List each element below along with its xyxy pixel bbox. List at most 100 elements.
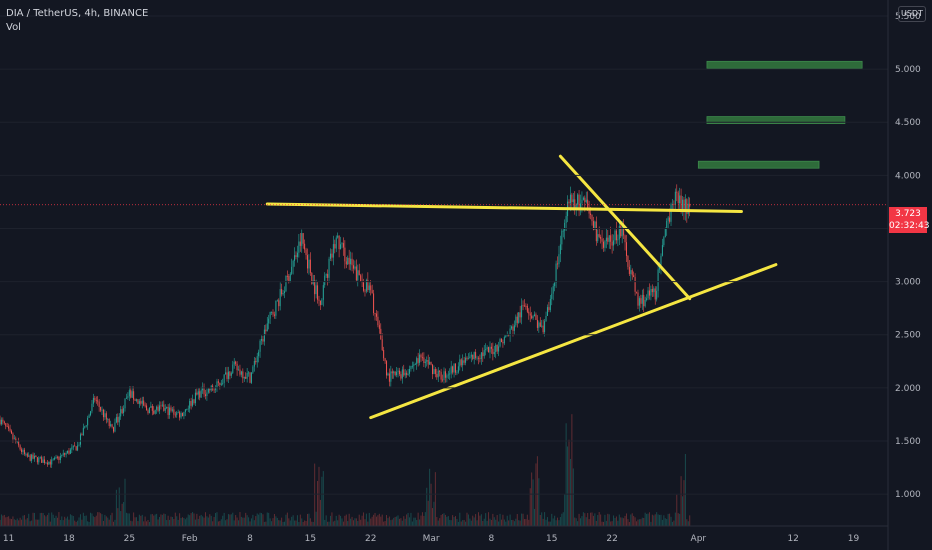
- volume-bar: [456, 518, 458, 526]
- candle-body: [417, 358, 419, 363]
- volume-bar: [358, 514, 360, 526]
- volume-bar: [600, 514, 602, 526]
- candle-body: [581, 199, 583, 204]
- trendline[interactable]: [369, 263, 778, 420]
- candle-body: [554, 282, 556, 287]
- volume-bar: [664, 518, 666, 526]
- candle-body: [634, 277, 636, 292]
- volume-bar: [18, 520, 20, 526]
- candle-body: [160, 405, 162, 407]
- volume-bar: [470, 520, 472, 526]
- candle-body: [151, 405, 153, 411]
- x-tick-label: Mar: [423, 534, 440, 544]
- candle-body: [248, 372, 250, 374]
- volume-bar: [581, 516, 583, 526]
- candle-body: [687, 203, 689, 215]
- candle-body: [391, 371, 393, 374]
- volume-bar: [273, 513, 275, 526]
- candle-body: [363, 282, 365, 291]
- volume-bar: [138, 514, 140, 526]
- candle-body: [97, 400, 99, 402]
- candle-body: [653, 288, 655, 293]
- candle-body: [158, 405, 160, 411]
- candle-body: [525, 305, 527, 307]
- volume-bar: [151, 514, 153, 526]
- volume-bar: [618, 514, 620, 526]
- volume-bar: [265, 521, 267, 526]
- candle-body: [477, 357, 479, 359]
- x-tick-label: 22: [365, 534, 376, 544]
- symbol-title[interactable]: DIA / TetherUS, 4h, BINANCE: [6, 8, 149, 19]
- candle-body: [684, 199, 686, 212]
- candle-body: [28, 455, 30, 457]
- candle-body: [480, 352, 482, 359]
- volume-bar: [206, 516, 208, 526]
- x-tick-label: 12: [787, 534, 798, 544]
- volume-bar: [591, 512, 593, 526]
- candle-body: [446, 375, 448, 378]
- volume-bar: [48, 512, 50, 526]
- volume-bar: [245, 512, 247, 526]
- volume-bar: [462, 520, 464, 526]
- volume-bar: [669, 513, 671, 526]
- volume-bar: [319, 499, 321, 526]
- volume-bar: [150, 514, 152, 526]
- candles: [0, 184, 691, 468]
- volume-bar: [587, 512, 589, 526]
- candle-body: [531, 315, 533, 319]
- target-zone[interactable]: [697, 160, 820, 169]
- candle-body: [115, 417, 117, 423]
- candle-body: [407, 373, 409, 375]
- trendline[interactable]: [265, 202, 743, 213]
- volume-bar: [203, 517, 205, 526]
- volume-bar: [538, 478, 540, 526]
- currency-button[interactable]: USDT: [898, 6, 926, 22]
- candle-body: [64, 453, 66, 455]
- volume-bar: [222, 515, 224, 526]
- candle-body: [177, 412, 179, 414]
- candle-body: [344, 247, 346, 262]
- volume-bar: [92, 516, 94, 526]
- candle-body: [689, 203, 691, 207]
- candle-body: [120, 409, 122, 417]
- volume-bar: [318, 466, 320, 526]
- candle-body: [396, 371, 398, 376]
- candle-body: [91, 403, 93, 412]
- candle-body: [141, 400, 143, 404]
- volume-label[interactable]: Vol: [6, 22, 21, 33]
- volume-bar: [367, 521, 369, 526]
- volume-bar: [5, 517, 7, 526]
- volume-bar: [554, 515, 556, 526]
- target-zones[interactable]: [697, 60, 863, 169]
- candle-body: [140, 401, 142, 404]
- volume-bar: [608, 514, 610, 526]
- trendline[interactable]: [558, 154, 692, 301]
- volume-bar: [561, 513, 563, 526]
- volume-bar: [334, 520, 336, 526]
- volume-bar: [636, 521, 638, 526]
- candle-body: [357, 270, 359, 281]
- volume-bar: [46, 514, 48, 526]
- candle-body: [677, 192, 679, 204]
- volume-bar: [65, 518, 67, 526]
- volume-bar: [255, 516, 257, 526]
- target-zone[interactable]: [706, 116, 846, 124]
- trendlines[interactable]: [265, 154, 778, 420]
- candle-body: [657, 269, 659, 291]
- candle-body: [77, 445, 79, 451]
- candle-body: [252, 366, 254, 373]
- candle-body: [511, 326, 513, 329]
- volume-bar: [174, 512, 176, 526]
- volume-bar: [120, 511, 122, 526]
- candle-body: [98, 401, 100, 408]
- volume-bar: [275, 516, 277, 526]
- target-zone[interactable]: [706, 60, 863, 69]
- candle-body: [289, 273, 291, 283]
- candle-body: [304, 243, 306, 250]
- candle-body: [197, 391, 199, 395]
- volume-bar: [202, 516, 204, 526]
- candle-body: [538, 322, 540, 328]
- candle-body: [592, 221, 594, 230]
